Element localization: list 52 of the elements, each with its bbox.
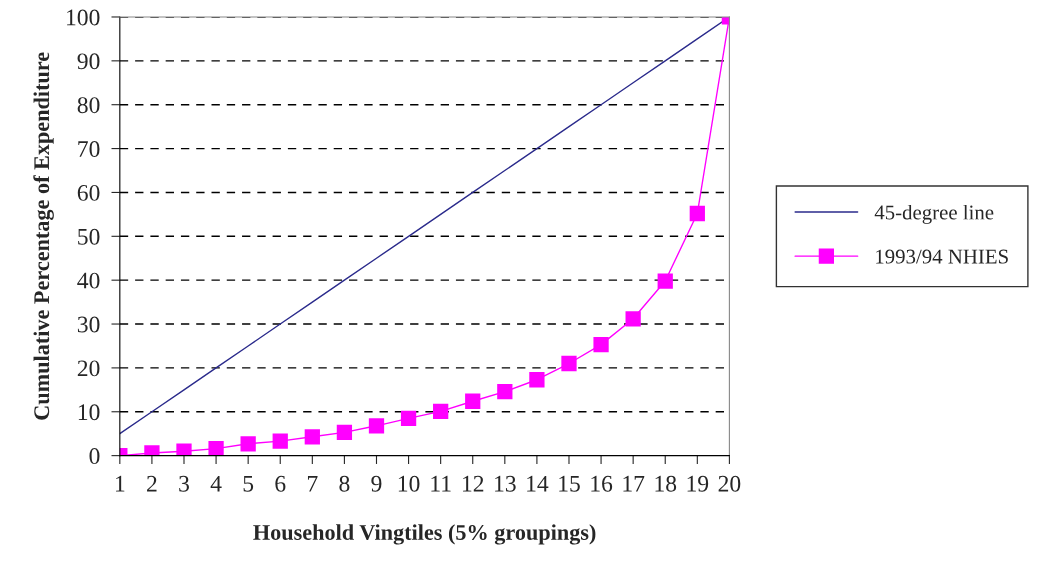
x-tick-label: 17: [623, 475, 645, 492]
point: [176, 443, 192, 456]
point: [689, 205, 705, 222]
x-tick-label: 14: [527, 475, 549, 492]
point: [625, 311, 641, 327]
point: [433, 403, 449, 419]
y-tick-label: 30: [77, 316, 100, 333]
y-tick-label: 0: [89, 448, 100, 465]
y-tick-label: 20: [77, 360, 100, 377]
x-tick-label: 12: [463, 475, 484, 492]
point: [368, 418, 385, 434]
x-tick-label: 15: [559, 475, 580, 492]
point: [497, 383, 513, 400]
x-tick-label: 9: [371, 475, 382, 492]
x-tick-label: 5: [243, 476, 254, 492]
y-tick-label: 10: [78, 404, 100, 421]
x-tick-label: 7: [307, 476, 318, 492]
x-tick-label: 10: [398, 475, 420, 492]
point: [304, 429, 320, 445]
point: [400, 410, 417, 426]
x-tick-label: 1: [116, 475, 125, 492]
legend-label: 1993/94 NHIES: [876, 249, 1008, 264]
point: [593, 337, 609, 353]
point: [529, 372, 545, 388]
x-tick-label: 11: [431, 475, 451, 492]
x-tick-label: 3: [179, 475, 189, 492]
point: [208, 440, 224, 456]
y-tick-label: 100: [67, 9, 100, 26]
y-tick-label: 80: [77, 97, 100, 114]
y-axis-title: Cumulative Percentage of Expenditure: [33, 52, 54, 420]
legend-label: 45-degree line: [874, 204, 994, 224]
point: [657, 273, 673, 289]
y-tick-label: 90: [77, 53, 100, 70]
x-tick-label: 16: [591, 475, 613, 492]
y-tick-label: 70: [78, 141, 100, 157]
x-tick-label: 13: [495, 475, 516, 492]
x-axis-title: Household Vingtiles (5% groupings): [253, 524, 596, 545]
point: [465, 393, 481, 409]
x-tick-label: 4: [210, 475, 222, 492]
y-tick-label: 60: [77, 184, 100, 201]
x-tick-label: 8: [339, 475, 350, 492]
x-tick-label: 2: [147, 475, 157, 492]
x-tick-label: 18: [655, 475, 677, 492]
point: [272, 433, 288, 449]
y-tick-label: 50: [78, 228, 100, 245]
x-tick-label: 6: [275, 475, 286, 492]
point: [240, 436, 256, 452]
point: [561, 355, 577, 372]
y-tick-label: 40: [77, 272, 100, 289]
point: [336, 424, 353, 441]
x-tick-label: 20: [718, 475, 741, 492]
x-tick-label: 19: [687, 475, 709, 492]
